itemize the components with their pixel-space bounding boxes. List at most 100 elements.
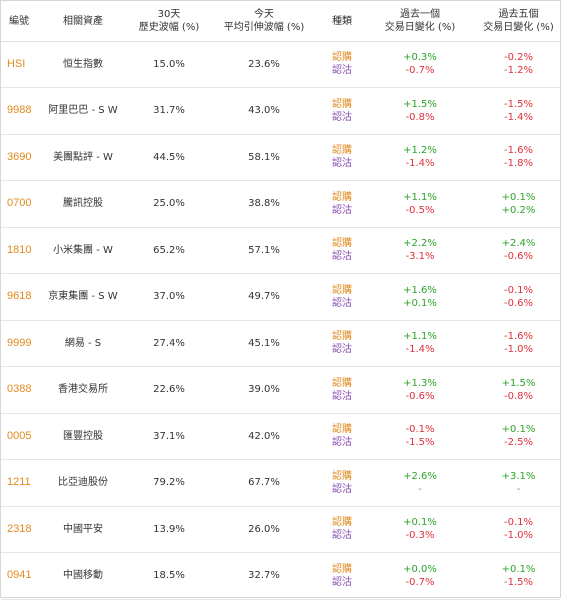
put-label[interactable]: 認沽 (332, 344, 352, 355)
asset-name-text: 阿里巴巴 - S W (48, 105, 118, 116)
one-day-call-change: +2.6% (403, 470, 437, 482)
five-day-change: -1.6% -1.8% (475, 134, 562, 180)
table-row[interactable]: 9618 京東集團 - S W 37.0% 49.7% 認購 認沽 +1.6% +0.1% -0… (1, 274, 560, 321)
table-row[interactable]: 0941 中國移動 18.5% 32.7% 認購 認沽 +0.0% -0.7% +0.1% -1.… (1, 553, 560, 600)
one-day-change: +1.5% -0.8% (365, 88, 475, 134)
asset-code-text[interactable]: 9999 (7, 336, 32, 349)
call-label[interactable]: 認購 (332, 470, 352, 482)
table-row[interactable]: HSI 恒生指數 15.0% 23.6% 認購 認沽 +0.3% -0.7% -0.2% -1.2… (1, 41, 560, 88)
asset-name-text: 恒生指數 (63, 58, 103, 70)
asset-code-text[interactable]: 9988 (7, 104, 32, 116)
implied-volatility: 32.7% (209, 553, 319, 599)
table-row[interactable]: 2318 中國平安 13.9% 26.0% 認購 認沽 +0.1% -0.3% -0.1% -1.… (1, 506, 560, 553)
one-day-put-change: -0.7% (405, 576, 435, 588)
put-label[interactable]: 認沽 (332, 251, 352, 262)
five-day-change: -0.1% -0.6% (475, 274, 562, 320)
five-day-call-change: +0.1% (501, 563, 536, 575)
asset-code[interactable]: 0700 (1, 181, 37, 227)
asset-code[interactable]: 3690 (1, 134, 37, 180)
implied-volatility: 58.1% (209, 134, 319, 180)
historical-volatility-value: 25.0% (153, 198, 185, 209)
one-day-change: +2.6% - (365, 460, 475, 506)
table-row[interactable]: 1810 小米集團 - W 65.2% 57.1% 認購 認沽 +2.2% -3.1% +2.4… (1, 227, 560, 274)
table-row[interactable]: 9999 網易 - S 27.4% 45.1% 認購 認沽 +1.1% -1.4% -1.6% -… (1, 320, 560, 367)
asset-code[interactable]: 1211 (1, 460, 37, 506)
one-day-change: +1.1% -0.5% (365, 181, 475, 227)
put-label[interactable]: 認沽 (332, 158, 352, 169)
asset-code-text[interactable]: 0700 (7, 197, 32, 209)
call-label[interactable]: 認購 (332, 191, 352, 203)
call-label[interactable]: 認購 (332, 377, 352, 389)
historical-volatility-value: 44.5% (153, 151, 185, 163)
call-label[interactable]: 認購 (332, 52, 352, 63)
asset-code[interactable]: 9618 (1, 274, 37, 320)
asset-code-text[interactable]: HSI (7, 57, 26, 70)
call-label[interactable]: 認購 (332, 238, 352, 249)
table-row[interactable]: 9988 阿里巴巴 - S W 31.7% 43.0% 認購 認沽 +1.5% -0.8% -1… (1, 88, 560, 135)
header-d5-line2: 交易日變化 (%) (483, 22, 554, 33)
asset-code[interactable]: 0388 (1, 367, 37, 413)
five-day-change: -1.5% -1.4% (475, 88, 562, 134)
asset-code-text[interactable]: 1810 (7, 243, 32, 256)
table-row[interactable]: 1211 比亞迪股份 79.2% 67.7% 認購 認沽 +2.6% - +3.1% - (1, 460, 560, 507)
one-day-put-change: -1.5% (405, 437, 435, 448)
asset-code[interactable]: HSI (1, 41, 37, 87)
table-row[interactable]: 0388 香港交易所 22.6% 39.0% 認購 認沽 +1.3% -0.6% +1.5% -0… (1, 367, 560, 414)
five-day-put-change: -1.0% (503, 344, 533, 355)
asset-code[interactable]: 1810 (1, 227, 37, 273)
asset-name-text: 京東集團 - S W (48, 291, 118, 302)
implied-volatility-value: 42.0% (248, 430, 280, 442)
historical-volatility-value: 15.0% (153, 58, 185, 70)
asset-code[interactable]: 2318 (1, 506, 37, 552)
five-day-call-change: -1.6% (503, 331, 533, 342)
implied-volatility-value: 67.7% (248, 477, 280, 488)
call-label[interactable]: 認購 (332, 563, 352, 575)
table-row[interactable]: 0700 騰訊控股 25.0% 38.8% 認購 認沽 +1.1% -0.5% +0.1% +0.… (1, 181, 560, 228)
table-row[interactable]: 3690 美團點評 - W 44.5% 58.1% 認購 認沽 +1.2% -1.4% -1.6… (1, 134, 560, 181)
asset-code-text[interactable]: 1211 (7, 476, 31, 488)
call-label[interactable]: 認購 (332, 424, 352, 435)
put-label[interactable]: 認沽 (332, 297, 352, 309)
asset-code[interactable]: 9988 (1, 88, 37, 134)
five-day-put-change: -0.6% (503, 297, 533, 309)
put-label[interactable]: 認沽 (332, 204, 352, 216)
put-label[interactable]: 認沽 (332, 483, 352, 495)
header-vol30-line1: 30天 (157, 9, 181, 20)
put-label[interactable]: 認沽 (332, 390, 352, 402)
five-day-call-change: -1.5% (503, 98, 533, 110)
one-day-put-change: -1.4% (405, 158, 435, 169)
one-day-call-change: +0.3% (403, 52, 437, 63)
implied-volatility: 38.8% (209, 181, 319, 227)
historical-volatility: 37.0% (129, 274, 209, 320)
header-ivol-line1: 今天 (254, 9, 274, 20)
call-label[interactable]: 認購 (332, 284, 352, 296)
call-label[interactable]: 認購 (332, 145, 352, 156)
put-label[interactable]: 認沽 (332, 111, 352, 123)
put-label[interactable]: 認沽 (332, 576, 352, 588)
asset-code-text[interactable]: 0005 (7, 429, 32, 442)
asset-name-text: 騰訊控股 (63, 198, 103, 209)
one-day-call-change: +2.2% (403, 238, 437, 249)
asset-code-text[interactable]: 0941 (7, 569, 32, 581)
call-label[interactable]: 認購 (332, 517, 352, 528)
asset-code-text[interactable]: 3690 (7, 150, 32, 163)
implied-volatility: 42.0% (209, 413, 319, 459)
header-d5-line1: 過去五個 (498, 9, 539, 20)
header-ivol-line2: 平均引伸波幅 (%) (223, 22, 305, 33)
asset-name-text: 比亞迪股份 (58, 477, 108, 488)
asset-name-text: 美團點評 - W (53, 151, 113, 163)
put-label[interactable]: 認沽 (332, 437, 352, 448)
one-day-put-change: -0.6% (405, 390, 435, 402)
asset-code[interactable]: 0005 (1, 413, 37, 459)
asset-code[interactable]: 0941 (1, 553, 37, 599)
put-label[interactable]: 認沽 (332, 530, 352, 541)
call-label[interactable]: 認購 (332, 331, 352, 342)
asset-name: 美團點評 - W (37, 134, 129, 180)
table-row[interactable]: 0005 匯豐控股 37.1% 42.0% 認購 認沽 -0.1% -1.5% +0.1% -2.… (1, 413, 560, 460)
put-label[interactable]: 認沽 (332, 65, 352, 76)
asset-code-text[interactable]: 2318 (7, 522, 32, 535)
call-label[interactable]: 認購 (332, 98, 352, 110)
asset-code[interactable]: 9999 (1, 320, 37, 366)
asset-code-text[interactable]: 9618 (7, 290, 32, 302)
asset-code-text[interactable]: 0388 (7, 383, 32, 395)
